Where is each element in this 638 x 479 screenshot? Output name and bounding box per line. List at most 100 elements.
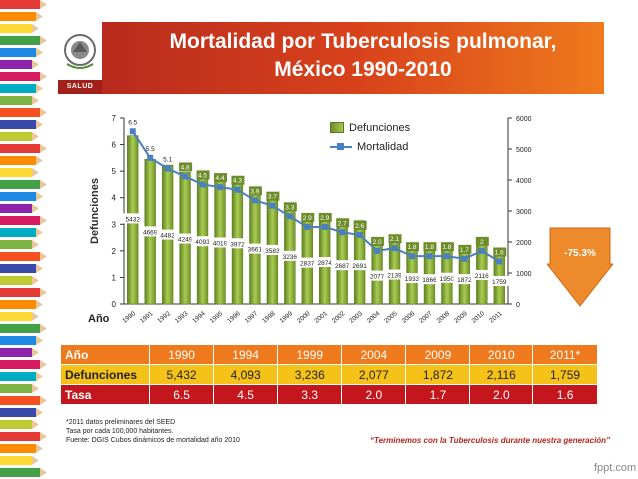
- page-title: Mortalidad por Tuberculosis pulmonar, Mé…: [128, 28, 598, 84]
- pencil-tip: [40, 36, 47, 45]
- pencil-shape: [0, 84, 36, 93]
- bar-label-bg: [435, 272, 458, 283]
- footnote: *2011 datos preliminares del SEED: [66, 419, 176, 426]
- mortality-value-label: 4.8: [181, 164, 190, 171]
- bar-label-bg: [191, 236, 214, 247]
- pencil-shape: [0, 288, 40, 297]
- pencil-shape: [0, 36, 40, 45]
- bar-label-bg: [418, 274, 441, 285]
- pencil-tip: [36, 444, 43, 453]
- y-axis-title: Defunciones: [89, 178, 101, 244]
- pencil-shape: [0, 96, 32, 105]
- mortality-point: [199, 181, 206, 188]
- chart-legend: Defunciones Mortalidad: [330, 118, 410, 156]
- y-tick-label-left: 2: [112, 247, 117, 256]
- y-tick-label-right: 6000: [516, 116, 532, 123]
- pencil-tip: [32, 96, 39, 105]
- slogan: “Terminemos con la Tuberculosis durante …: [370, 436, 611, 445]
- x-tick-label: 2008: [436, 310, 452, 325]
- logo: SALUD: [58, 22, 102, 94]
- bar-label-bg: [296, 257, 319, 268]
- line-label-bg: [231, 175, 245, 185]
- bar-value-label: 5432: [125, 216, 140, 223]
- pencil-tip: [32, 24, 39, 33]
- mortality-value-label: 2: [480, 239, 484, 246]
- table-cell: 1.6: [532, 384, 598, 405]
- line-label-bg: [214, 173, 227, 183]
- y-tick-label-left: 0: [112, 300, 117, 309]
- x-tick-label: 2007: [418, 310, 434, 325]
- mortality-point: [269, 202, 276, 209]
- table-cell: 4,093: [213, 364, 279, 385]
- footer-credit: fppt.com: [594, 462, 637, 474]
- table-cell: 2.0: [469, 384, 534, 405]
- pencil-shape: [0, 336, 36, 345]
- x-tick-label: 1997: [244, 310, 260, 325]
- legend-line-swatch: [330, 142, 352, 152]
- line-label-bg: [248, 186, 262, 196]
- mortality-value-label: 4.5: [198, 172, 207, 179]
- x-tick-label: 1999: [279, 310, 295, 325]
- mortality-point: [374, 247, 381, 254]
- mortality-value-label: 3.9: [250, 188, 259, 195]
- mortality-value-label: 2.9: [303, 215, 312, 222]
- bar-value-label: 1933: [405, 276, 420, 283]
- mortality-point: [461, 255, 468, 262]
- down-arrow-icon: [547, 227, 613, 307]
- pencil-shape: [0, 228, 36, 237]
- bar-value-label: 4249: [178, 237, 193, 244]
- pencil-tip: [32, 276, 39, 285]
- table-cell: 3.3: [277, 384, 343, 405]
- x-tick-label: 2000: [296, 310, 312, 325]
- x-tick-label: 1990: [121, 310, 137, 325]
- mortality-point: [478, 247, 485, 254]
- line-label-bg: [493, 247, 507, 257]
- x-tick-label: 1994: [191, 310, 207, 325]
- table-cell: 2010: [469, 344, 534, 365]
- mortality-value-label: 5.5: [146, 146, 155, 153]
- pencil-shape: [0, 276, 32, 285]
- mortality-point: [409, 253, 415, 260]
- line-label-bg: [458, 244, 472, 254]
- pencil-tip: [32, 384, 39, 393]
- bar-value-label: 4093: [195, 239, 210, 246]
- pencil-tip: [36, 120, 43, 129]
- bar-label-bg: [401, 273, 423, 284]
- footnotes: *2011 datos preliminares del SEED Tasa p…: [66, 418, 240, 445]
- line-label-bg: [336, 218, 350, 228]
- pencil-shape: [0, 72, 40, 81]
- pencil-shape: [0, 156, 36, 165]
- mortality-value-label: 5.1: [163, 156, 172, 163]
- pencil-tip: [36, 372, 43, 381]
- bar-value-label: 2687: [335, 263, 350, 270]
- mortality-value-label: 1.6: [495, 249, 504, 256]
- x-tick-label: 1998: [261, 310, 277, 325]
- bar-value-label: 3661: [248, 247, 263, 254]
- bar-label-bg: [121, 213, 144, 224]
- pencil-shape: [0, 192, 36, 201]
- x-tick-label: 1991: [139, 310, 155, 325]
- bar-value-label: 3583: [265, 248, 280, 255]
- mortality-point: [182, 173, 189, 180]
- pencil-shape: [0, 0, 40, 9]
- mortality-value-label: 6.5: [128, 119, 137, 126]
- pencil-shape: [0, 168, 32, 177]
- mortality-point: [304, 223, 311, 230]
- mortality-point: [286, 213, 293, 220]
- line-label-bg: [283, 202, 297, 212]
- salud-badge: SALUD: [58, 80, 102, 94]
- table-cell: 1994: [213, 344, 279, 365]
- mortality-value-label: 1.8: [425, 244, 434, 251]
- x-tick-label: 2010: [471, 310, 487, 325]
- line-label-bg: [406, 242, 419, 252]
- bar-label-bg: [139, 226, 162, 237]
- pencil-tip: [36, 84, 43, 93]
- x-tick-label: 2011: [488, 310, 504, 325]
- bar-label-bg: [209, 237, 231, 248]
- mortality-point: [234, 186, 241, 193]
- pencil-tip: [32, 456, 39, 465]
- pencil-shape: [0, 264, 36, 273]
- table-cell: Tasa: [60, 384, 150, 405]
- pencil-tip: [36, 228, 43, 237]
